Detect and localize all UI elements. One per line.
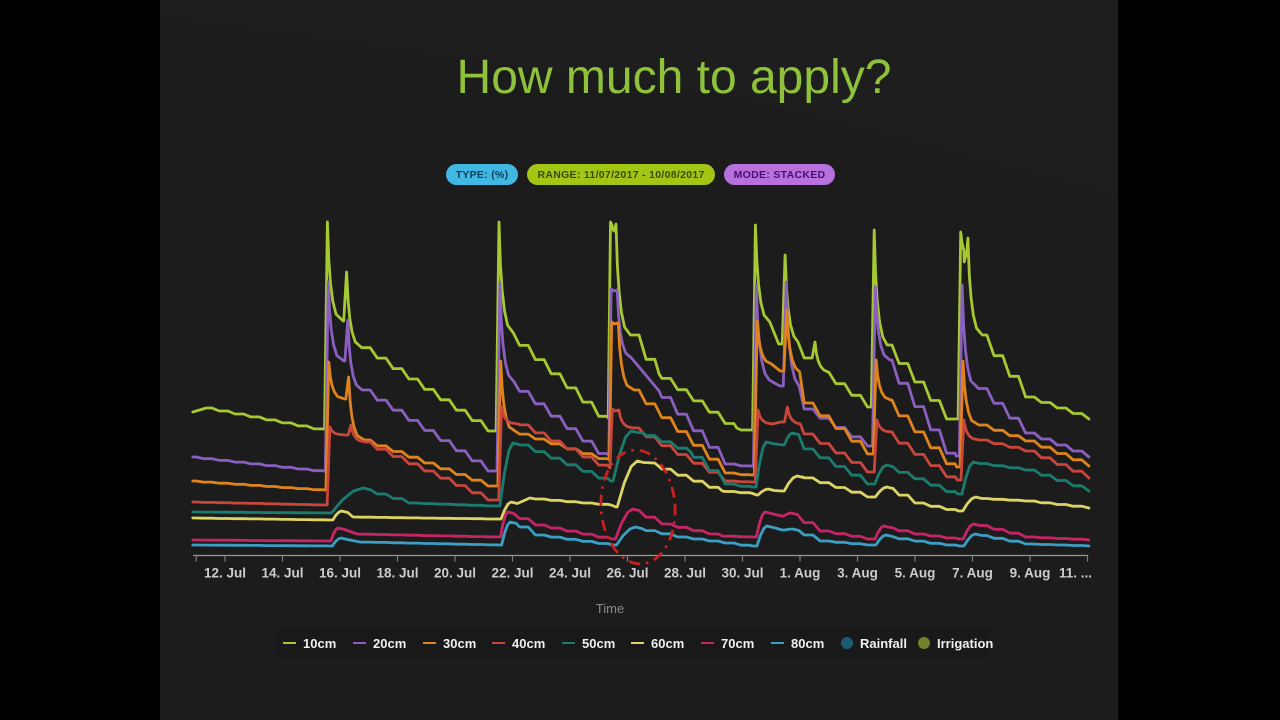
svg-text:3. Aug: 3. Aug <box>837 566 878 581</box>
svg-text:14. Jul: 14. Jul <box>261 566 303 581</box>
svg-text:1. Aug: 1. Aug <box>780 566 821 581</box>
svg-text:18. Jul: 18. Jul <box>376 566 418 581</box>
svg-text:11. ...: 11. ... <box>1059 566 1092 581</box>
svg-text:20. Jul: 20. Jul <box>434 566 476 581</box>
svg-text:7. Aug: 7. Aug <box>952 566 993 581</box>
svg-text:30. Jul: 30. Jul <box>721 566 763 581</box>
svg-text:5. Aug: 5. Aug <box>895 566 936 581</box>
svg-text:28. Jul: 28. Jul <box>664 566 706 581</box>
svg-text:22. Jul: 22. Jul <box>491 566 533 581</box>
svg-text:16. Jul: 16. Jul <box>319 566 361 581</box>
svg-text:26. Jul: 26. Jul <box>606 566 648 581</box>
svg-text:9. Aug: 9. Aug <box>1010 566 1051 581</box>
svg-text:12. Jul: 12. Jul <box>204 566 246 581</box>
svg-text:24. Jul: 24. Jul <box>549 566 591 581</box>
